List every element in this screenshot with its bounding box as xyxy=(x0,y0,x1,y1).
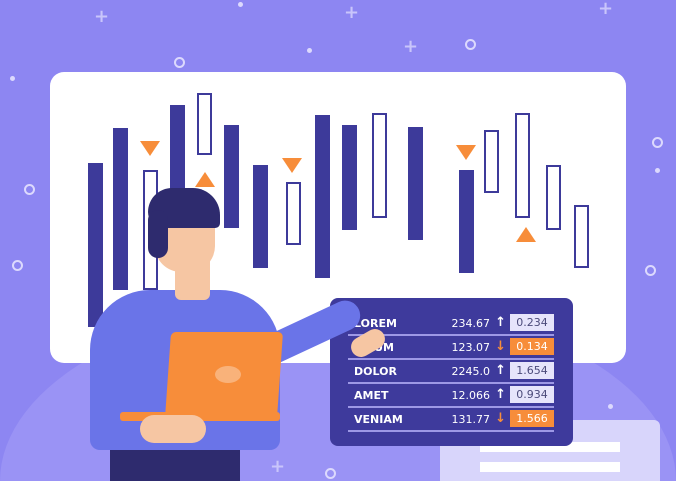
candle xyxy=(286,182,301,245)
candle xyxy=(170,105,185,200)
plus-icon: + xyxy=(403,36,419,57)
dot-icon xyxy=(238,2,243,7)
candle xyxy=(253,165,268,268)
up-triangle-marker xyxy=(516,227,536,242)
circle-icon xyxy=(24,184,35,195)
circle-icon xyxy=(652,137,663,148)
down-triangle-marker xyxy=(456,145,476,160)
arrow-down-icon: ↓ xyxy=(495,339,506,354)
person-hair-side xyxy=(148,210,168,258)
arrow-up-icon: ↑ xyxy=(495,387,506,402)
plus-icon: + xyxy=(94,6,110,27)
change-badge: 1.566 xyxy=(510,410,554,427)
dot-icon xyxy=(10,76,15,81)
candle xyxy=(315,115,330,278)
person-left-hand xyxy=(140,415,206,443)
candle xyxy=(372,113,387,218)
candle xyxy=(408,127,423,240)
circle-icon xyxy=(12,260,23,271)
stock-value: 123.07 xyxy=(451,341,491,354)
arrow-down-icon: ↓ xyxy=(495,411,506,426)
circle-icon xyxy=(325,468,336,479)
table-row: VENIAM 131.77 ↓ 1.566 xyxy=(348,408,554,432)
change-badge: 1.654 xyxy=(510,362,554,379)
stock-name: LOREM xyxy=(354,317,397,330)
laptop-base xyxy=(120,412,280,421)
candle xyxy=(574,205,589,268)
down-triangle-marker xyxy=(140,141,160,156)
plus-icon: + xyxy=(344,2,360,23)
candle xyxy=(546,165,561,230)
change-badge: 0.934 xyxy=(510,386,554,403)
stock-value: 131.77 xyxy=(451,413,491,426)
dot-icon xyxy=(655,168,660,173)
table-row: AMET 12.066 ↑ 0.934 xyxy=(348,384,554,408)
down-triangle-marker xyxy=(282,158,302,173)
candle xyxy=(113,128,128,290)
laptop-logo xyxy=(215,366,241,383)
candle xyxy=(515,113,530,218)
candle xyxy=(342,125,357,230)
stock-name: AMET xyxy=(354,389,389,402)
arrow-up-icon: ↑ xyxy=(495,363,506,378)
candle xyxy=(197,93,212,155)
circle-icon xyxy=(645,265,656,276)
candle xyxy=(224,125,239,228)
stock-value: 234.67 xyxy=(451,317,491,330)
dot-icon xyxy=(608,404,613,409)
table-row: LOREM 234.67 ↑ 0.234 xyxy=(348,312,554,336)
plus-icon: + xyxy=(270,456,286,477)
change-badge: 0.234 xyxy=(510,314,554,331)
arrow-up-icon: ↑ xyxy=(495,315,506,330)
up-triangle-marker xyxy=(195,172,215,187)
circle-icon xyxy=(174,57,185,68)
stock-table-panel: LOREM234.67↑0.234IPSUM123.07↓0.134DOLOR2… xyxy=(330,298,573,446)
stock-value: 12.066 xyxy=(451,389,491,402)
stock-value: 2245.0 xyxy=(451,365,491,378)
stock-name: DOLOR xyxy=(354,365,397,378)
stock-name: VENIAM xyxy=(354,413,403,426)
change-badge: 0.134 xyxy=(510,338,554,355)
table-row: DOLOR 2245.0 ↑ 1.654 xyxy=(348,360,554,384)
candle xyxy=(484,130,499,193)
plus-icon: + xyxy=(598,0,614,19)
dot-icon xyxy=(307,48,312,53)
candle xyxy=(459,170,474,273)
circle-icon xyxy=(465,39,476,50)
candle xyxy=(88,163,103,327)
